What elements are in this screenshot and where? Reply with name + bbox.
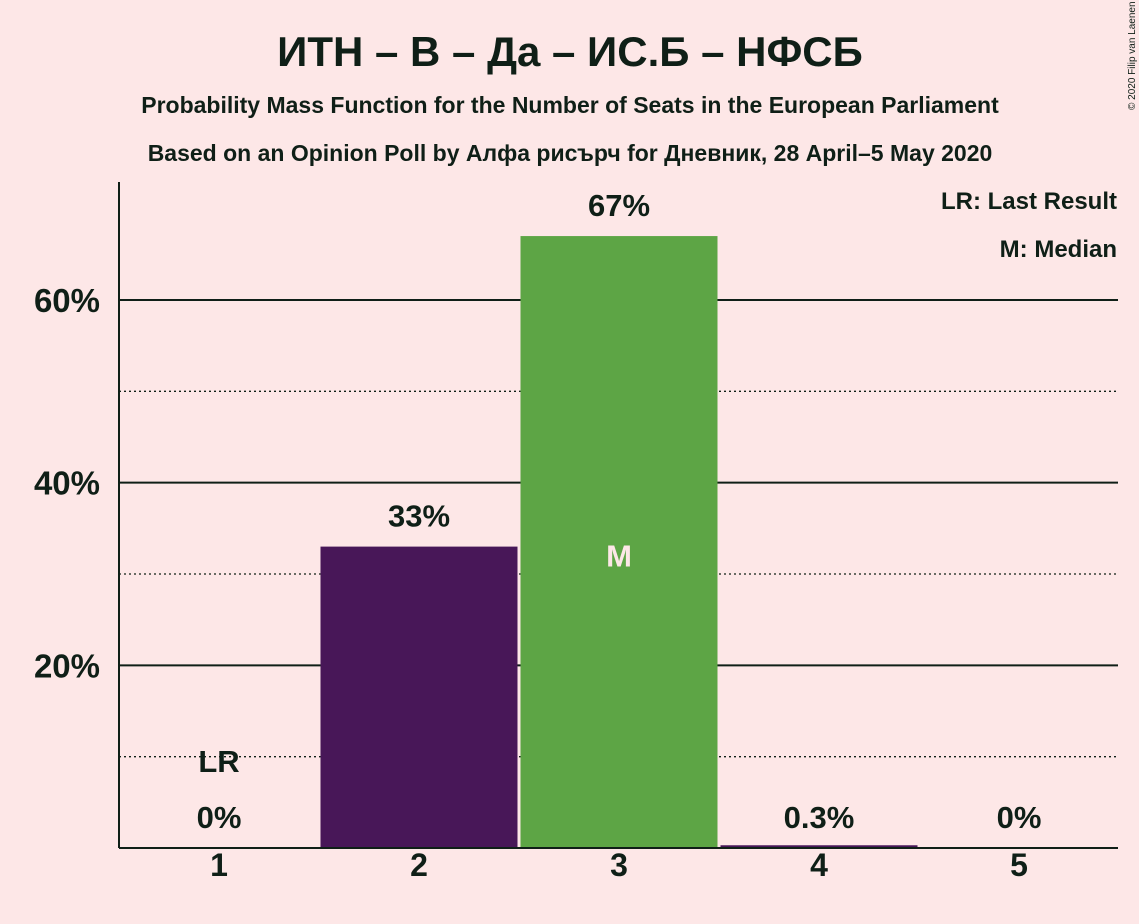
data-label: 0% [997,800,1042,835]
copyright-note: © 2020 Filip van Laenen [1127,1,1138,110]
chart-subtitle-poll: Based on an Opinion Poll by Алфа рисърч … [148,140,993,166]
bars [320,236,918,849]
x-tick-label: 1 [210,847,228,883]
legend-last-result: LR: Last Result [941,188,1117,215]
bar-seats-2 [320,546,518,848]
x-tick-label: 2 [410,847,428,883]
last-result-marker: LR [198,744,239,779]
data-label: 0% [197,800,242,835]
bar-seats-4 [720,845,918,848]
x-tick-label: 5 [1010,847,1028,883]
legend-median: M: Median [1000,236,1117,263]
bar-seats-3 [520,236,718,849]
y-tick-label: 60% [34,282,100,319]
y-tick-label: 40% [34,465,100,502]
chart-title: ИТН – В – Да – ИС.Б – НФСБ [277,28,863,75]
y-tick-label: 20% [34,647,100,684]
data-label: 33% [388,499,450,534]
x-tick-label: 4 [810,847,828,883]
x-tick-label: 3 [610,847,628,883]
axes [118,182,1118,849]
chart-subtitle: Probability Mass Function for the Number… [141,92,999,118]
data-label: 0.3% [784,800,855,835]
data-label: 67% [588,188,650,223]
data-labels: 1 0% LR 2 33% 3 67% M 4 0.3% 5 0% [197,188,1042,883]
median-marker: M [606,539,632,574]
